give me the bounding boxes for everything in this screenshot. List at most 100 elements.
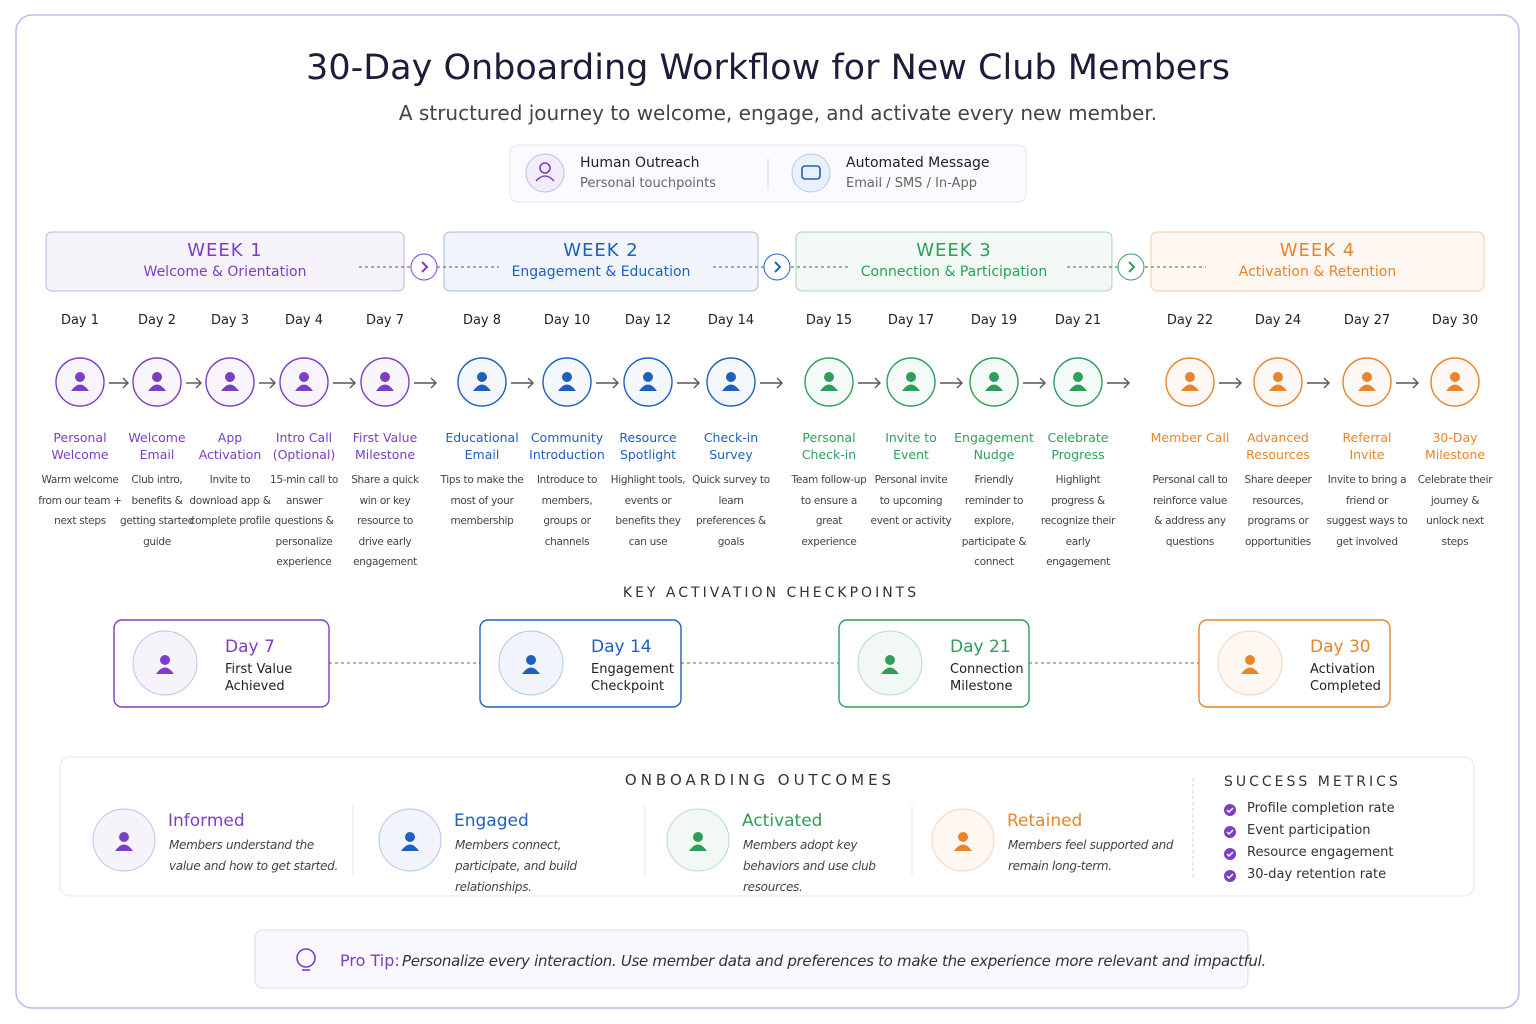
step-description: Quick survey to learn preferences & goal… — [692, 474, 770, 548]
icon-glyph — [958, 832, 968, 842]
icon-glyph — [526, 655, 536, 665]
outcome-title: Engaged — [454, 811, 529, 831]
step-description: Club intro, benefits & getting started g… — [119, 474, 194, 548]
subtitle: A structured journey to welcome, engage,… — [398, 101, 1158, 125]
tip-label: Pro Tip: — [340, 951, 400, 970]
checkpoint-day: Day 30 — [1310, 637, 1371, 657]
week-label: WEEK 4 — [1279, 240, 1356, 261]
step-arrow-head — [776, 377, 783, 389]
icon-glyph — [1273, 372, 1283, 382]
step-day: Day 30 — [1431, 313, 1479, 328]
step-title: Celebrate Progress — [1047, 430, 1109, 462]
step-arrow-head — [122, 377, 129, 389]
step-arrow-head — [612, 377, 619, 389]
title: 30-Day Onboarding Workflow for New Club … — [306, 48, 1230, 88]
step-day: Day 1 — [60, 313, 100, 328]
icon-glyph — [1245, 655, 1255, 665]
week-label: WEEK 2 — [563, 240, 639, 261]
tip-box — [254, 929, 1249, 989]
icon-glyph — [881, 667, 899, 674]
icon-glyph — [689, 844, 707, 851]
step-description: Celebrate their journey & unlock next st… — [1417, 474, 1493, 548]
step-day: Day 2 — [137, 313, 177, 328]
step-title: Check-in Survey — [703, 430, 759, 462]
step-title: 30-Day Milestone — [1424, 430, 1486, 462]
week-header — [795, 231, 1113, 292]
icon-glyph — [1241, 667, 1259, 674]
metrics-title: SUCCESS METRICS — [1224, 774, 1401, 790]
checkpoint-box — [479, 619, 682, 708]
step-arrow-head — [1039, 377, 1046, 389]
icon-glyph — [643, 372, 653, 382]
icon-glyph — [1181, 384, 1199, 391]
icon-glyph — [902, 384, 920, 391]
step-day: Day 15 — [805, 313, 853, 328]
checkpoint-label: Connection Milestone — [950, 662, 1024, 694]
checkpoint-box — [838, 619, 1030, 708]
week-header — [1150, 231, 1485, 292]
metric-check-mark — [1226, 851, 1234, 858]
step-arrow-head — [430, 377, 437, 389]
step-day: Day 19 — [970, 313, 1018, 328]
step-description: Warm welcome from our team + next steps — [38, 474, 122, 527]
week-connector-node — [1117, 253, 1145, 281]
step-day: Day 22 — [1166, 313, 1214, 328]
legend-title: Human Outreach — [580, 155, 700, 171]
checkpoint-label: Engagement Checkpoint — [591, 662, 674, 694]
step-description: Tips to make the most of your membership — [440, 474, 524, 527]
step-title: Invite to Event — [885, 430, 937, 462]
step-day: Day 12 — [624, 313, 672, 328]
step-description: Team follow-up to ensure a great experie… — [791, 474, 867, 548]
icon-glyph — [221, 384, 239, 391]
step-day: Day 3 — [210, 313, 250, 328]
icon-glyph — [473, 384, 491, 391]
icon-glyph — [1269, 384, 1287, 391]
metric-item: Event participation — [1247, 823, 1371, 838]
icon-glyph — [906, 372, 916, 382]
step-description: Share deeper resources, programs or oppo… — [1244, 474, 1312, 548]
icon-glyph — [1073, 372, 1083, 382]
icon-glyph — [985, 384, 1003, 391]
checkpoint-box — [113, 619, 330, 708]
metric-item: Resource engagement — [1247, 845, 1394, 860]
legend-subtitle: Personal touchpoints — [580, 176, 716, 191]
metric-item: 30-day retention rate — [1247, 867, 1387, 882]
legend-icon-glyph — [535, 175, 555, 182]
step-description: Highlight tools, events or benefits they… — [610, 474, 686, 548]
chevron — [421, 261, 429, 273]
checkpoint-day: Day 14 — [591, 637, 652, 657]
step-description: Highlight progress & recognize their ear… — [1040, 474, 1116, 568]
step-day: Day 4 — [284, 313, 324, 328]
icon-glyph — [562, 372, 572, 382]
outcome-title: Retained — [1007, 811, 1083, 831]
icon-glyph — [380, 372, 390, 382]
icon-glyph — [1450, 372, 1460, 382]
icon-glyph — [152, 372, 162, 382]
step-arrow-head — [1412, 377, 1419, 389]
step-arrow-head — [1323, 377, 1330, 389]
week-connector-node — [763, 253, 791, 281]
checkpoint-box — [1198, 619, 1391, 708]
outcome-title: Informed — [168, 811, 245, 831]
week-header — [443, 231, 759, 292]
step-day: Day 27 — [1343, 313, 1391, 328]
step-description: 15-min call to answer questions & person… — [269, 474, 338, 568]
icon-glyph — [115, 844, 133, 851]
icon-glyph — [522, 667, 540, 674]
outcome-description: Members feel supported and remain long-t… — [1008, 838, 1174, 873]
icon-glyph — [477, 372, 487, 382]
step-description: Personal invite to upcoming event or act… — [870, 474, 952, 527]
outcome-title: Activated — [742, 811, 823, 831]
legend-icon-glyph — [539, 162, 551, 174]
icon-glyph — [160, 655, 170, 665]
icon-glyph — [299, 372, 309, 382]
week-connector-node — [410, 253, 438, 281]
step-day: Day 24 — [1254, 313, 1302, 328]
week-subtitle: Engagement & Education — [511, 264, 691, 280]
week-subtitle: Connection & Participation — [860, 264, 1048, 280]
week-label: WEEK 3 — [916, 240, 992, 261]
icon-glyph — [1358, 384, 1376, 391]
step-day: Day 8 — [462, 313, 502, 328]
